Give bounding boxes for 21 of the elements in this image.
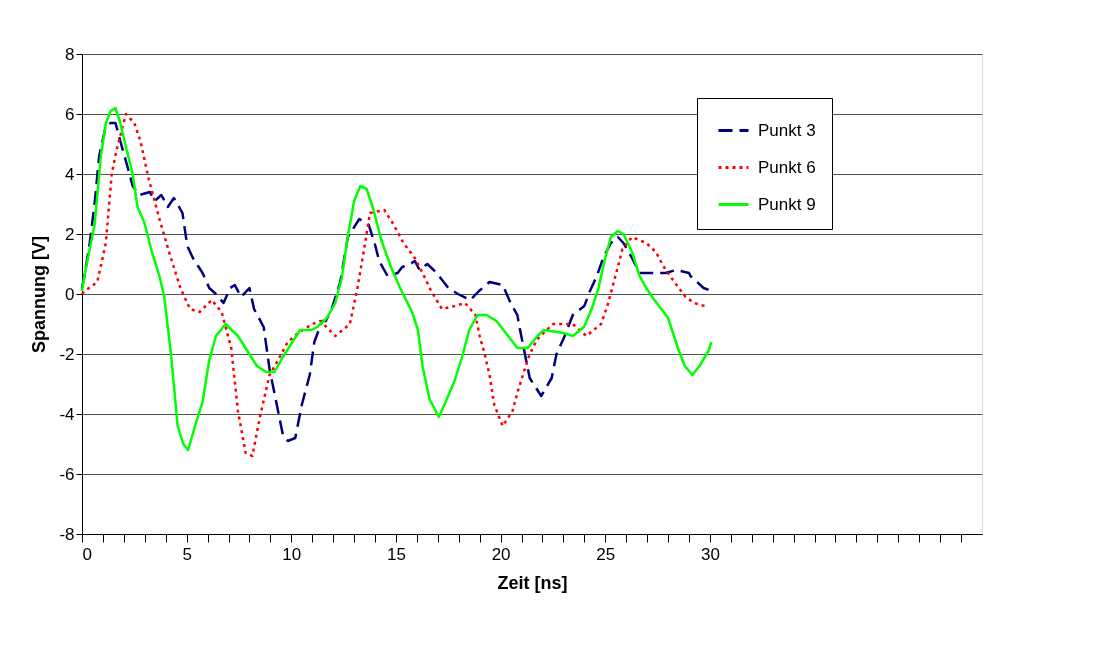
x-tick-label: 10	[282, 544, 302, 564]
legend-label: Punkt 3	[758, 120, 816, 140]
x-tick-label: 15	[386, 544, 406, 564]
y-tick-label: 0	[65, 284, 75, 304]
y-tick-label: -2	[59, 344, 75, 364]
y-axis-title: Spannung [V]	[29, 236, 50, 353]
x-tick-label: 20	[491, 544, 511, 564]
legend-label: Punkt 9	[758, 194, 816, 214]
x-tick-label: 30	[700, 544, 720, 564]
y-tick-label: 4	[65, 164, 75, 184]
y-tick-label: -8	[59, 524, 75, 544]
x-axis-title: Zeit [ns]	[497, 572, 568, 593]
y-tick-label: 2	[65, 224, 75, 244]
x-tick-label: 0	[82, 544, 92, 564]
y-tick-label: -4	[59, 404, 75, 424]
y-tick-label: 8	[65, 44, 75, 64]
x-tick-label: 5	[182, 544, 192, 564]
legend-label: Punkt 6	[758, 157, 816, 177]
x-tick-label: 25	[596, 544, 616, 564]
y-tick-label: -6	[59, 464, 75, 484]
y-tick-label: 6	[65, 104, 75, 124]
